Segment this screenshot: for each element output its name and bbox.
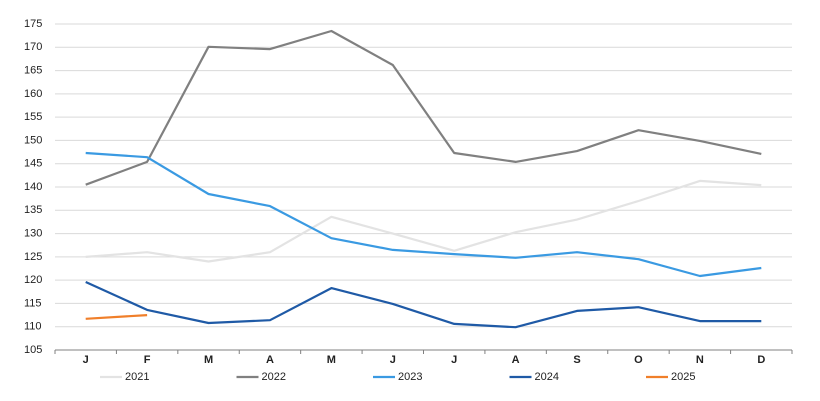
y-tick-label: 165 bbox=[24, 64, 42, 76]
x-tick-label: J bbox=[83, 354, 89, 366]
series-line bbox=[85, 314, 148, 320]
x-tick-label: S bbox=[573, 354, 580, 366]
x-tick-label: A bbox=[266, 354, 274, 366]
x-tick-label: F bbox=[144, 354, 151, 366]
x-tick-label: M bbox=[204, 354, 213, 366]
x-tick-label: M bbox=[327, 354, 336, 366]
y-tick-label: 105 bbox=[24, 344, 42, 356]
x-tick-label: J bbox=[451, 354, 457, 366]
y-tick-label: 130 bbox=[24, 227, 42, 239]
y-tick-label: 125 bbox=[24, 251, 42, 263]
y-tick-label: 150 bbox=[24, 134, 42, 146]
y-tick-label: 110 bbox=[24, 321, 42, 333]
legend-label: 2022 bbox=[262, 371, 286, 383]
y-tick-label: 115 bbox=[24, 297, 42, 309]
y-tick-label: 120 bbox=[24, 274, 42, 286]
y-tick-label: 145 bbox=[24, 158, 42, 170]
legend-label: 2024 bbox=[535, 371, 559, 383]
x-tick-label: D bbox=[757, 354, 765, 366]
x-tick-label: A bbox=[512, 354, 520, 366]
series-line bbox=[85, 179, 762, 263]
y-tick-label: 140 bbox=[24, 181, 42, 193]
legend-label: 2023 bbox=[398, 371, 422, 383]
y-tick-label: 155 bbox=[24, 111, 42, 123]
x-tick-label: J bbox=[390, 354, 396, 366]
series-line bbox=[85, 29, 762, 186]
series-line bbox=[85, 151, 762, 278]
legend-label: 2025 bbox=[671, 371, 695, 383]
series-line bbox=[85, 280, 762, 329]
x-tick-label: O bbox=[634, 354, 643, 366]
legend-label: 2021 bbox=[125, 371, 149, 383]
y-tick-label: 160 bbox=[24, 88, 42, 100]
y-tick-label: 175 bbox=[24, 18, 42, 30]
y-tick-label: 170 bbox=[24, 41, 42, 53]
x-tick-label: N bbox=[696, 354, 704, 366]
y-tick-label: 135 bbox=[24, 204, 42, 216]
